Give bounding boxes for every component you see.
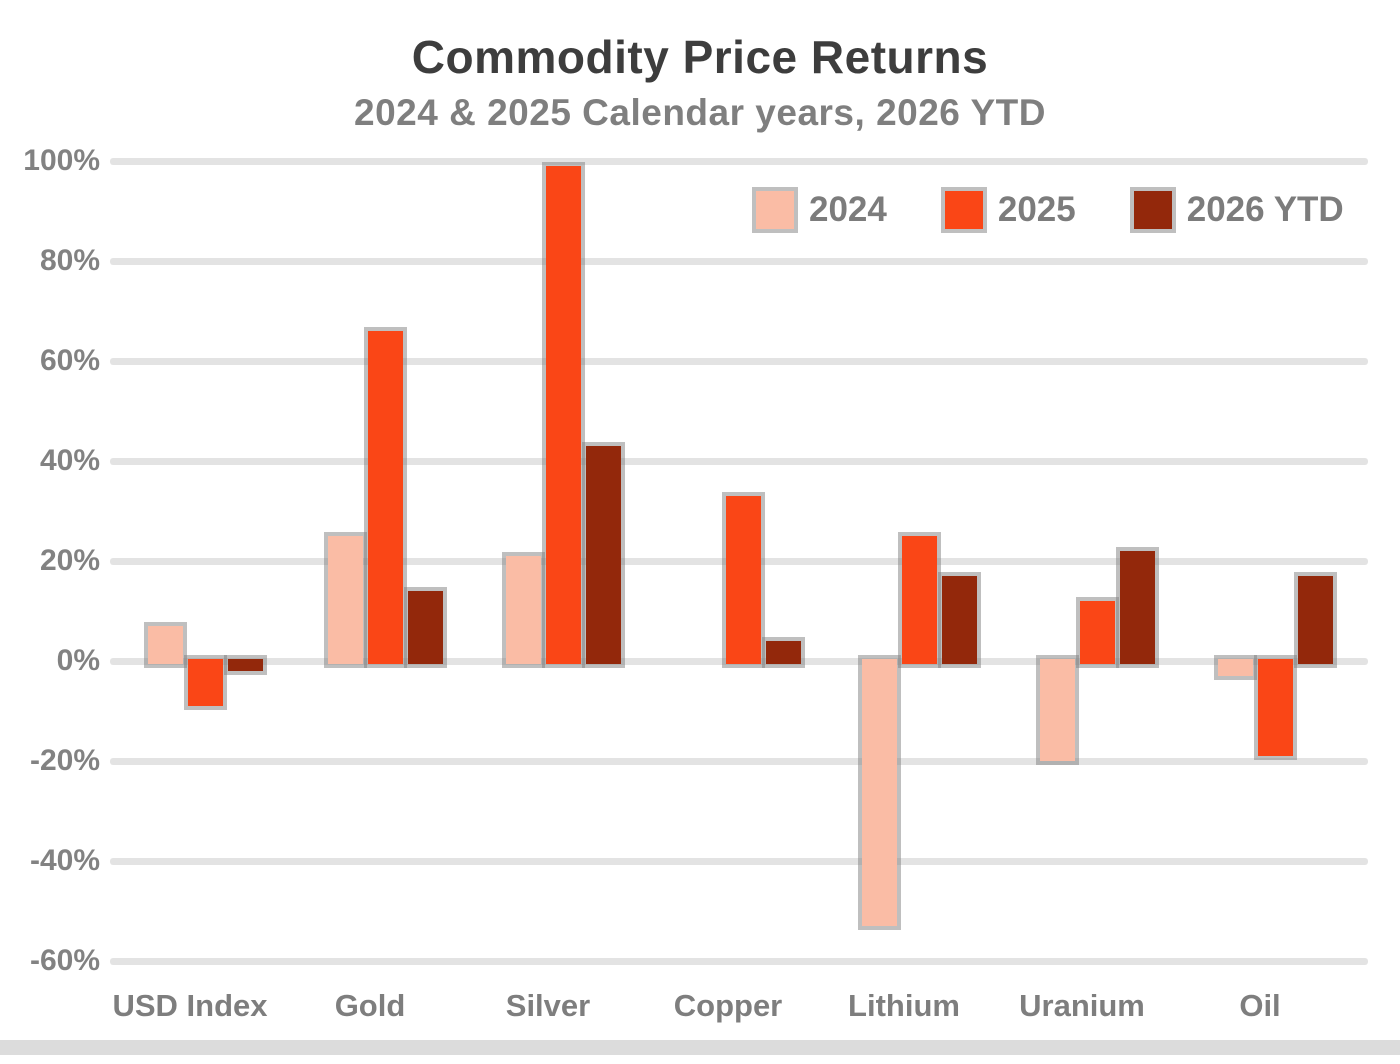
bar-2026-ytd-copper bbox=[765, 641, 801, 664]
gridline--40% bbox=[110, 858, 1368, 865]
gridline-80% bbox=[110, 258, 1368, 265]
y-axis-tick-80%: 80% bbox=[39, 244, 100, 277]
y-axis-tick--60%: -60% bbox=[29, 944, 100, 977]
bar-2025-oil bbox=[1257, 659, 1293, 756]
gridline--20% bbox=[110, 758, 1368, 765]
bar-2026-ytd-oil bbox=[1297, 576, 1333, 664]
x-axis-label-gold: Gold bbox=[334, 988, 406, 1023]
bar-2026-ytd-uranium bbox=[1119, 551, 1155, 664]
y-axis-tick-60%: 60% bbox=[39, 344, 100, 377]
bar-2026-ytd-usd-index bbox=[227, 659, 263, 671]
legend-label-2024: 2024 bbox=[809, 190, 887, 229]
legend-item-2024: 2024 bbox=[756, 190, 887, 230]
bar-2026-ytd-silver bbox=[585, 446, 621, 664]
y-axis-tick-40%: 40% bbox=[39, 444, 100, 477]
legend-swatch-2024-icon bbox=[756, 191, 794, 229]
y-axis-tick--40%: -40% bbox=[29, 844, 100, 877]
y-axis-tick-100%: 100% bbox=[23, 144, 100, 177]
bar-2024-uranium bbox=[1039, 659, 1075, 761]
x-axis-label-silver: Silver bbox=[505, 988, 591, 1023]
bar-2024-oil bbox=[1217, 659, 1253, 676]
bar-2025-copper bbox=[725, 496, 761, 664]
bar-2025-uranium bbox=[1079, 601, 1115, 664]
bar-2024-usd-index bbox=[147, 626, 183, 664]
y-axis-tick-0%: 0% bbox=[56, 644, 100, 677]
x-axis-label-copper: Copper bbox=[673, 988, 783, 1023]
chart-subtitle: 2024 & 2025 Calendar years, 2026 YTD bbox=[354, 92, 1046, 133]
y-axis-tick-20%: 20% bbox=[39, 544, 100, 577]
bar-2026-ytd-gold bbox=[407, 591, 443, 664]
y-axis-tick--20%: -20% bbox=[29, 744, 100, 777]
legend-item-2026-ytd: 2026 YTD bbox=[1133, 190, 1344, 230]
gridline--60% bbox=[110, 958, 1368, 965]
bar-2026-ytd-lithium bbox=[941, 576, 977, 664]
x-axis-label-lithium: Lithium bbox=[848, 988, 960, 1023]
x-axis-label-usd-index: USD Index bbox=[112, 988, 268, 1023]
bar-2024-gold bbox=[327, 536, 363, 664]
bar-2025-gold bbox=[367, 331, 403, 664]
legend-swatch-2026-ytd-icon bbox=[1133, 191, 1172, 229]
legend-label-2025: 2025 bbox=[997, 190, 1076, 229]
legend-item-2025: 2025 bbox=[944, 190, 1076, 230]
bar-2025-silver bbox=[545, 166, 581, 664]
gridline-40% bbox=[110, 458, 1368, 465]
gridline-100% bbox=[110, 158, 1368, 165]
legend: 2024 2025 2026 YTD bbox=[756, 190, 1344, 230]
x-axis-line bbox=[0, 1040, 1400, 1055]
x-axis-label-oil: Oil bbox=[1239, 988, 1281, 1023]
x-axis-label-uranium: Uranium bbox=[1019, 988, 1145, 1023]
bar-2025-lithium bbox=[901, 536, 937, 664]
legend-swatch-2025-icon bbox=[944, 191, 983, 229]
gridline-60% bbox=[110, 358, 1368, 365]
legend-label-2026-ytd: 2026 YTD bbox=[1186, 190, 1344, 229]
bar-2024-lithium bbox=[861, 659, 897, 926]
bar-2024-silver bbox=[505, 556, 541, 664]
bar-2025-usd-index bbox=[187, 659, 223, 706]
chart-title: Commodity Price Returns bbox=[411, 31, 989, 83]
